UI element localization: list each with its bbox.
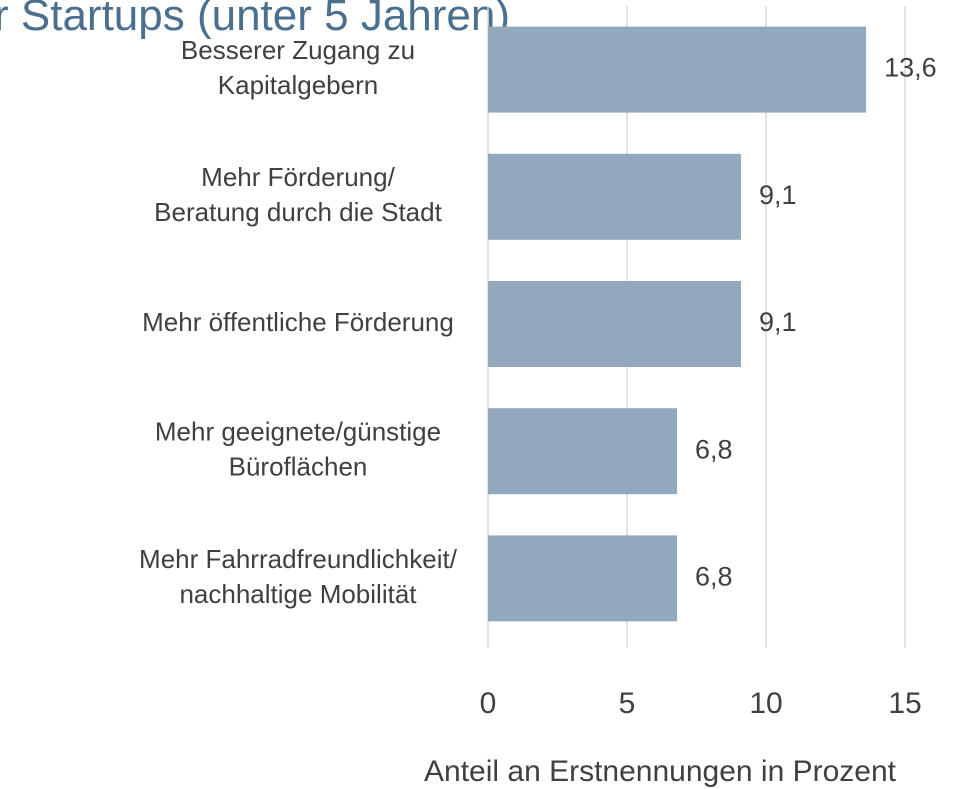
y-tick-label: Mehr geeignete/günstige — [155, 417, 441, 447]
y-tick-label: Mehr öffentliche Förderung — [142, 307, 454, 337]
value-label: 13,6 — [884, 53, 937, 83]
bar — [488, 153, 741, 240]
bar — [488, 281, 741, 367]
y-tick-label: Beratung durch die Stadt — [154, 197, 442, 227]
value-label: 6,8 — [695, 434, 733, 464]
x-tick-label: 5 — [619, 687, 636, 720]
chart-title: r Startups (unter 5 Jahren) — [0, 0, 510, 40]
bar — [488, 408, 678, 495]
y-tick-label: Besserer Zugang zu — [181, 35, 415, 65]
value-label: 9,1 — [759, 307, 797, 337]
y-tick-label: Mehr Förderung/ — [201, 162, 395, 192]
x-axis-label: Anteil an Erstnennungen in Prozent — [424, 755, 897, 788]
x-tick-label: 0 — [480, 687, 497, 720]
y-tick-label: Mehr Fahrradfreundlichkeit/ — [139, 544, 458, 574]
y-tick-label: Kapitalgebern — [218, 70, 378, 100]
bar — [488, 535, 678, 622]
x-tick-label: 10 — [749, 687, 782, 720]
bar — [488, 26, 867, 113]
value-label: 6,8 — [695, 562, 733, 592]
value-label: 9,1 — [759, 180, 797, 210]
y-tick-label: nachhaltige Mobilität — [179, 579, 417, 609]
y-tick-label: Büroflächen — [229, 452, 368, 482]
x-tick-label: 15 — [888, 687, 921, 720]
